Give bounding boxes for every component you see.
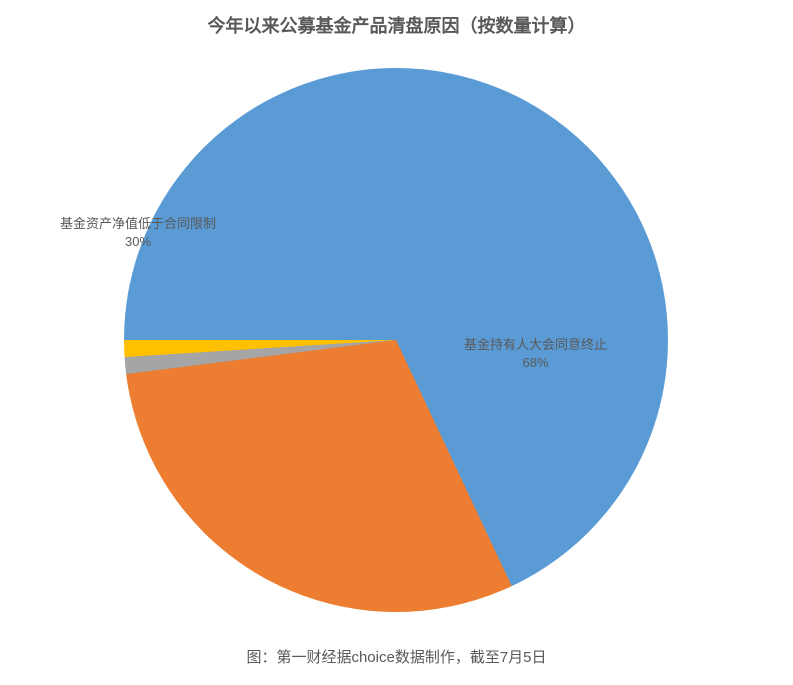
pie-slice-name: 基金资产净值低于合同限制 xyxy=(60,215,216,233)
pie-slice-percent: 68% xyxy=(464,354,607,372)
pie-slice-name: 基金持有人大会同意终止 xyxy=(464,336,607,354)
chart-caption: 图：第一财经据choice数据制作，截至7月5日 xyxy=(0,646,793,667)
pie-slice-label: 基金资产净值低于合同限制30% xyxy=(60,215,216,250)
pie-slice-label: 基金持有人大会同意终止68% xyxy=(464,336,607,371)
pie-slice-percent: 30% xyxy=(60,233,216,251)
chart-title: 今年以来公募基金产品清盘原因（按数量计算） xyxy=(0,12,793,38)
chart-container: 今年以来公募基金产品清盘原因（按数量计算） 基金持有人大会同意终止68% 基金资产… xyxy=(0,0,793,685)
